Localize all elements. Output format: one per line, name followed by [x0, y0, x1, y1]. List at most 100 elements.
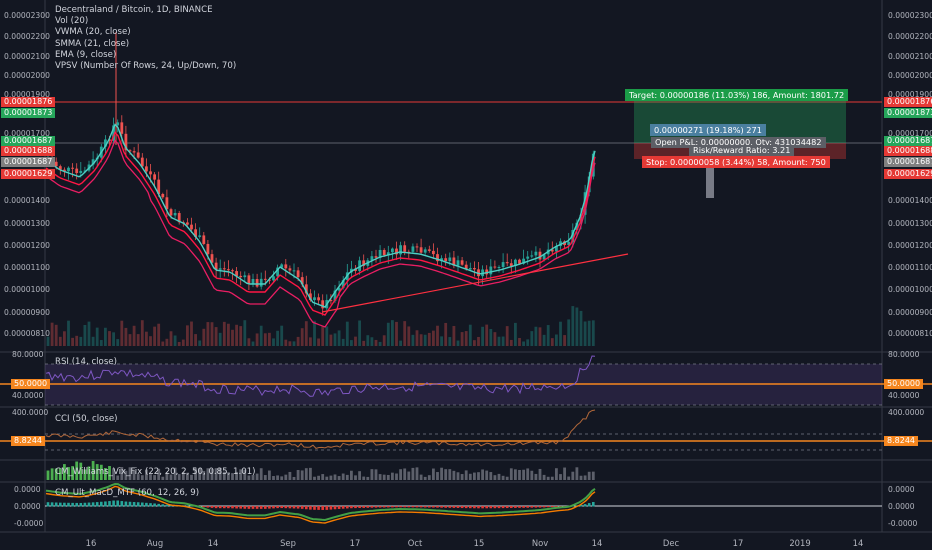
macd-hist-bar — [538, 506, 542, 508]
macd-hist-bar — [124, 501, 128, 507]
candle-body — [288, 268, 292, 271]
volume-bar — [140, 320, 144, 346]
macd-hist-bar — [481, 506, 484, 509]
macd-hist-bar — [259, 506, 263, 509]
position-bar — [706, 160, 714, 198]
vix-bar — [58, 468, 62, 480]
candle-body — [456, 260, 460, 266]
macd-hist-bar — [378, 506, 382, 508]
macd-hist-bar — [247, 506, 251, 509]
volume-bar — [522, 341, 525, 346]
cci-line — [45, 409, 596, 449]
macd-hist-bar — [559, 506, 562, 507]
volume-bar — [362, 340, 366, 346]
candle-body — [567, 241, 571, 246]
volume-bar — [354, 336, 357, 346]
candle-body — [136, 152, 140, 158]
rsi-axis-80: 80.0000 — [888, 350, 920, 359]
volume-bar — [407, 326, 411, 346]
price-axis-label: 0.00002100 — [888, 52, 932, 61]
macd-hist-bar — [382, 506, 386, 508]
vix-bar — [181, 472, 185, 480]
volume-bar — [378, 341, 382, 346]
indicator-vwma: VWMA (20, close) — [55, 27, 131, 38]
macd-hist-bar — [448, 506, 452, 508]
macd-hist-bar — [362, 506, 365, 508]
indicator-ema: EMA (9, close) — [55, 49, 117, 60]
vix-bar — [75, 461, 79, 480]
macd-hist-bar — [387, 506, 390, 508]
macd-left-axis-2: 0.0000 — [14, 502, 41, 511]
volume-bar — [555, 334, 558, 346]
pnl-label: Open P&L: 0.00000000, Qty: 431034482 — [651, 137, 826, 148]
volume-bar — [391, 320, 394, 346]
candle-body — [202, 235, 206, 244]
macd-hist-bar — [444, 506, 447, 508]
volume-bar — [161, 341, 165, 346]
macd-hist-bar — [419, 506, 423, 508]
volume-bar — [538, 327, 542, 346]
volume-bar — [526, 339, 530, 346]
volume-bar — [382, 335, 386, 346]
time-axis-label: 17 — [349, 538, 361, 548]
macd-hist-bar — [268, 506, 271, 509]
vix-bar — [460, 474, 464, 480]
candle-body — [83, 170, 87, 172]
volume-bar — [67, 320, 70, 346]
vix-bar — [362, 476, 366, 480]
vix-bar — [419, 474, 423, 480]
macd-hist-bar — [354, 506, 357, 509]
candle-body — [309, 293, 312, 301]
price-axis-label: 0.00001200 — [4, 241, 50, 250]
candle-body — [464, 264, 468, 270]
stop-label[interactable]: Stop: 0.00000058 (3.44%) 58, Amount: 750 — [642, 156, 830, 168]
vix-bar — [477, 472, 480, 480]
candle-body — [489, 266, 493, 275]
volume-bar — [481, 326, 484, 346]
macd-hist-bar — [423, 506, 427, 508]
vix-bar — [395, 473, 398, 480]
price-axis-label: 0.00001300 — [888, 219, 932, 228]
volume-bar — [120, 320, 124, 346]
vix-bar — [518, 469, 521, 480]
macd-hist-bar — [91, 502, 95, 507]
candle-body — [530, 255, 534, 257]
cci-axis-400-left: 400.0000 — [12, 408, 49, 417]
vix-bar — [288, 471, 292, 480]
macd-hist-bar — [403, 506, 406, 508]
vix-bar — [222, 471, 226, 480]
candle-body — [284, 264, 288, 269]
volume-bar — [218, 332, 222, 346]
vix-bar — [567, 476, 571, 480]
macd-hist-bar — [497, 506, 501, 509]
candle-body — [300, 277, 304, 285]
candle-body — [382, 249, 386, 256]
candle-body — [399, 245, 402, 255]
rsi-axis-80-left: 80.0000 — [12, 350, 44, 359]
vix-bar — [161, 476, 165, 480]
time-axis-label: 2019 — [789, 538, 811, 548]
candle-body — [268, 279, 271, 281]
target-label[interactable]: Target: 0.00000186 (11.03%) 186, Amount:… — [625, 89, 849, 101]
volume-bar — [177, 341, 181, 346]
candle-body — [153, 174, 156, 180]
vix-bar — [304, 468, 308, 480]
candle-body — [120, 122, 124, 134]
volume-bar — [284, 339, 288, 346]
macd-hist-bar — [255, 506, 259, 509]
volume-bar — [222, 321, 226, 346]
vix-bar — [79, 462, 83, 480]
macd-hist-bar — [149, 503, 152, 507]
vix-bar — [108, 466, 111, 480]
volume-bar — [214, 327, 218, 346]
time-axis-label: 14 — [591, 538, 603, 548]
vix-bar — [538, 468, 542, 480]
volume-bar — [186, 325, 189, 346]
vix-bar — [366, 476, 370, 480]
price-axis-label: 0.00001700 — [4, 129, 50, 138]
macd-hist-bar — [329, 506, 333, 510]
left-price-tag: 0.00001873 — [1, 108, 56, 118]
candle-body — [395, 248, 398, 255]
vix-bar — [198, 467, 202, 480]
candle-body — [337, 287, 341, 291]
